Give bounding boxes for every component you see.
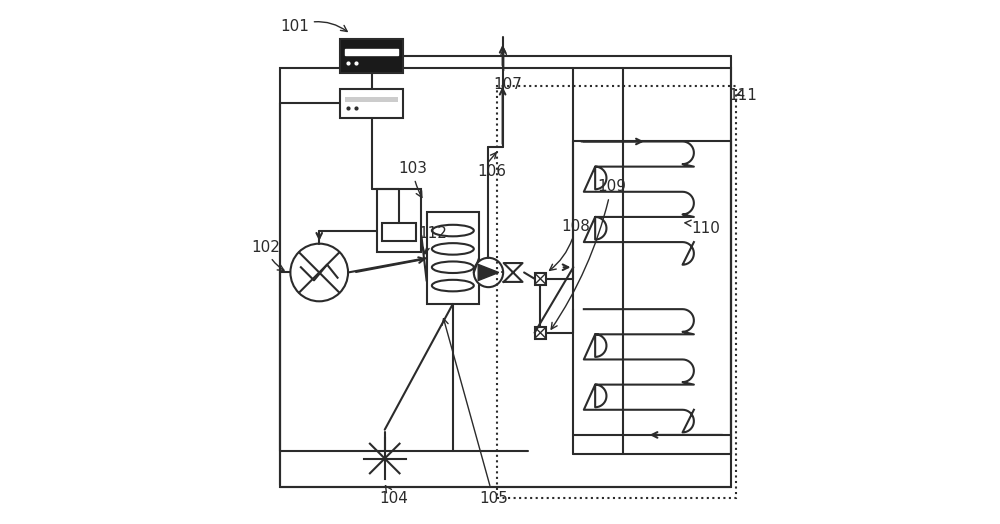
- Text: 112: 112: [419, 226, 448, 254]
- Bar: [382, 223, 416, 241]
- Text: 110: 110: [685, 220, 720, 236]
- Text: 105: 105: [442, 319, 508, 506]
- Circle shape: [290, 244, 348, 301]
- Bar: [340, 89, 403, 118]
- Bar: [497, 86, 736, 498]
- Bar: [280, 68, 731, 487]
- Text: 111: 111: [728, 88, 757, 103]
- Bar: [535, 327, 546, 339]
- Text: 102: 102: [251, 239, 284, 270]
- Bar: [345, 49, 398, 55]
- Bar: [340, 39, 403, 73]
- Text: 104: 104: [379, 486, 408, 506]
- Text: 101: 101: [280, 19, 347, 35]
- Circle shape: [474, 258, 503, 287]
- Bar: [377, 189, 421, 252]
- Ellipse shape: [432, 261, 474, 273]
- Text: 107: 107: [493, 77, 522, 92]
- Bar: [345, 97, 398, 102]
- Ellipse shape: [432, 243, 474, 255]
- Ellipse shape: [432, 280, 474, 291]
- Text: 103: 103: [398, 161, 427, 198]
- Text: 106: 106: [477, 163, 506, 179]
- Bar: [535, 273, 546, 285]
- Text: 109: 109: [551, 179, 626, 329]
- Bar: [427, 212, 479, 304]
- Text: 108: 108: [550, 219, 590, 270]
- Polygon shape: [478, 265, 499, 280]
- Ellipse shape: [432, 225, 474, 236]
